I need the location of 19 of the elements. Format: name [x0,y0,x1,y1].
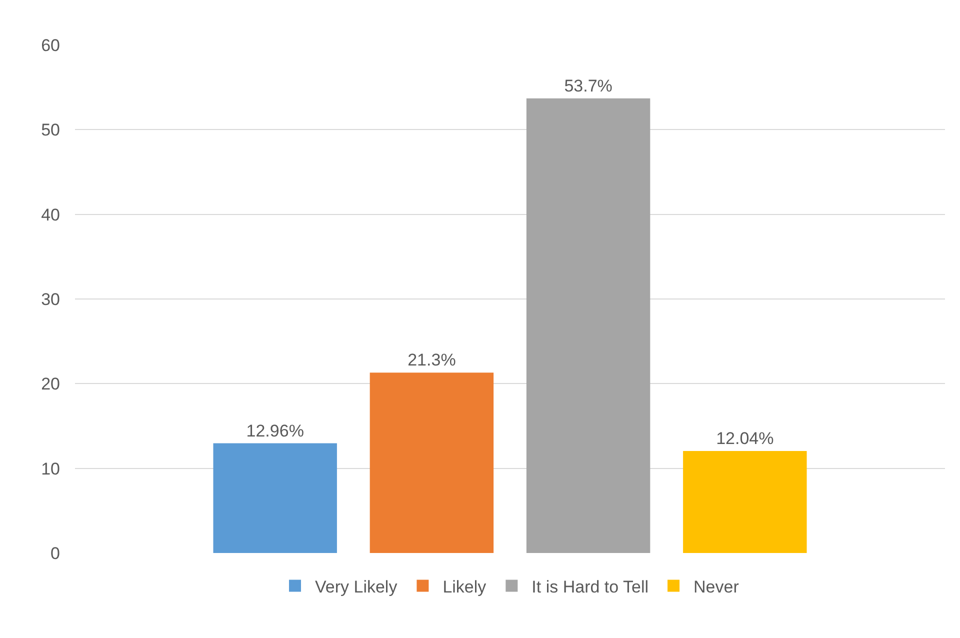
y-tick-label: 10 [41,459,60,478]
y-tick-label: 0 [50,544,60,563]
y-tick-label: 20 [41,374,60,394]
data-label: 12.96% [246,421,304,440]
y-tick-label: 60 [41,36,60,55]
bar [683,451,807,553]
y-tick-label: 30 [41,290,60,309]
data-label: 21.3% [408,350,456,370]
bar [526,98,650,553]
y-tick-label: 50 [41,120,60,140]
legend-label: Very Likely [315,577,398,596]
data-label: 53.7% [564,76,612,96]
legend-label: Likely [442,577,487,596]
legend-label: It is Hard to Tell [532,577,649,596]
bar [213,443,337,553]
y-tick-label: 40 [41,205,60,224]
legend-label: Never [694,577,740,596]
bar [370,372,494,553]
data-label: 12.04% [716,429,774,448]
